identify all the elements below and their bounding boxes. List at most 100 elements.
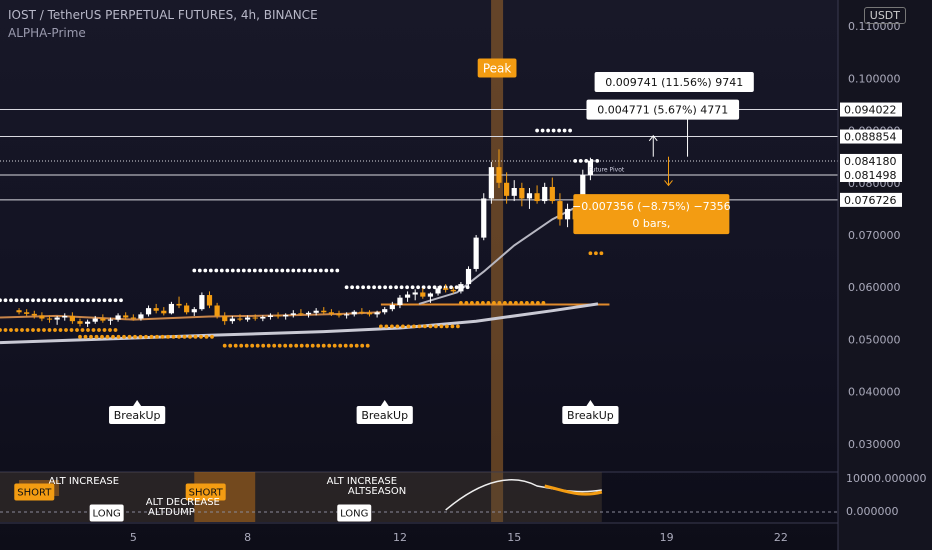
dot-marker	[47, 328, 52, 332]
dot-marker	[584, 158, 589, 163]
dot-marker	[53, 298, 57, 303]
dot-marker	[350, 285, 354, 290]
dot-marker	[214, 268, 219, 273]
breakup-label-0-box	[109, 406, 166, 424]
dot-marker	[69, 298, 74, 303]
candle-body	[77, 321, 83, 324]
breakup-label-1-box	[356, 406, 413, 424]
dot-marker	[89, 334, 93, 339]
dot-marker	[432, 285, 437, 290]
measure-label-1: 0.004771 (5.67%) 4771	[597, 104, 728, 117]
dot-marker	[427, 285, 431, 290]
dot-marker	[372, 285, 376, 290]
dot-marker	[456, 324, 460, 329]
price-tag-box-5	[840, 192, 902, 207]
dot-marker	[166, 334, 170, 339]
candle-body	[168, 303, 175, 314]
moving-average-0	[0, 311, 381, 321]
dot-marker	[365, 343, 370, 348]
dot-marker	[0, 298, 2, 303]
dot-marker	[86, 328, 90, 332]
dot-marker	[9, 328, 13, 332]
dot-marker	[144, 334, 148, 339]
dot-series-3	[535, 128, 572, 133]
candle-body	[115, 315, 121, 320]
currency-button[interactable]: USDT	[863, 7, 906, 24]
candle-body	[260, 316, 266, 319]
dot-marker	[14, 328, 19, 332]
dot-marker	[222, 343, 227, 348]
dot-marker	[78, 334, 82, 339]
dot-marker	[324, 268, 329, 273]
dot-marker	[258, 268, 263, 273]
candle-body	[526, 193, 533, 199]
dot-marker	[481, 300, 485, 305]
dot-marker	[250, 343, 255, 348]
candle-body	[587, 160, 594, 175]
dot-marker	[399, 285, 404, 290]
lower-tick-label-1: 0.000000	[846, 505, 899, 518]
future-pivot-label: Future Pivot	[589, 166, 625, 173]
dot-marker	[377, 285, 382, 290]
dot-marker	[343, 343, 348, 348]
dot-marker	[349, 343, 354, 348]
candle-body	[229, 318, 235, 322]
dot-marker	[83, 334, 88, 339]
candle-body	[336, 313, 342, 316]
breakup-pointer	[380, 400, 389, 406]
measure-label-0: 0.009741 (11.56%) 9741	[605, 76, 743, 89]
y-tick-label-6: 0.050000	[848, 333, 901, 346]
measure-box-0	[594, 71, 754, 92]
lower-wave-white	[445, 479, 602, 511]
candle-body	[24, 312, 30, 314]
dot-marker	[417, 324, 422, 329]
breakup-pointer	[133, 400, 142, 406]
candle-body	[275, 315, 281, 317]
dot-marker	[42, 298, 46, 303]
dot-marker	[236, 268, 241, 273]
signal-label-5-box	[89, 504, 124, 522]
candle-body	[488, 167, 494, 199]
dot-marker	[219, 268, 224, 273]
dot-marker	[470, 300, 474, 305]
dot-marker	[354, 343, 359, 348]
price-tag-box-4	[840, 167, 902, 182]
candle-body	[458, 284, 464, 292]
breakup-label-2-box	[562, 406, 619, 424]
dot-marker	[133, 334, 137, 339]
dot-marker	[261, 343, 266, 348]
breakup-label-0: BreakUp	[114, 409, 161, 422]
candle-body	[16, 310, 22, 313]
candle-body	[184, 305, 190, 313]
dot-marker	[225, 268, 230, 273]
dot-marker	[138, 334, 143, 339]
dot-series-1	[192, 268, 340, 273]
candle-body	[542, 186, 548, 202]
dot-marker	[562, 128, 567, 133]
x-tick-label-5: 22	[774, 531, 788, 544]
price-tag-1: 0.088854	[844, 131, 897, 144]
candle-body	[298, 313, 304, 315]
signal-label-3: ALT DECREASE	[146, 497, 220, 508]
candle-body	[564, 208, 571, 220]
signal-label-0: ALT INCREASE	[49, 476, 120, 487]
dot-marker	[171, 334, 176, 339]
candle-body	[69, 315, 75, 322]
candle-body	[130, 317, 136, 319]
dot-marker	[384, 324, 389, 329]
candle-body	[504, 182, 510, 196]
dot-marker	[540, 128, 545, 133]
dot-marker	[263, 268, 268, 273]
candle-body	[191, 309, 197, 313]
dot-marker	[36, 298, 41, 303]
dot-marker	[94, 334, 99, 339]
dot-marker	[283, 343, 288, 348]
dot-marker	[338, 343, 343, 348]
dot-marker	[401, 324, 405, 329]
dot-marker	[75, 298, 79, 303]
candle-body	[153, 308, 159, 311]
dot-marker	[305, 343, 310, 348]
dot-marker	[335, 268, 340, 273]
dot-marker	[291, 268, 296, 273]
dot-marker	[423, 324, 427, 329]
